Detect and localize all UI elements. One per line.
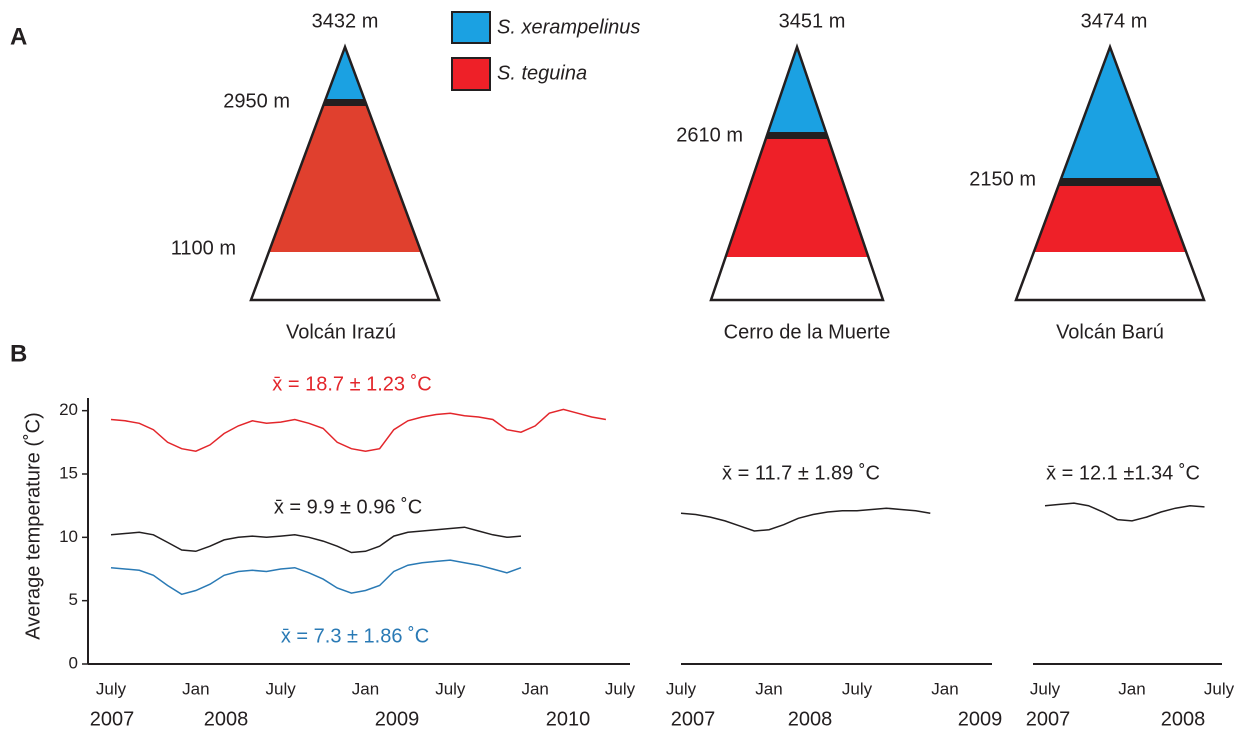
mean-annotation: x̄ = 18.7 ± 1.23 ˚C (272, 373, 431, 395)
x-tick-label: July (266, 679, 297, 698)
mountain-outline (249, 43, 441, 302)
x-tick-label: July (605, 679, 636, 698)
x-tick-label: Jan (931, 679, 958, 698)
elevation-label: 3432 m (312, 10, 379, 32)
x-tick-label: Jan (182, 679, 209, 698)
mountain-name: Volcán Barú (1056, 321, 1164, 343)
temperature-line (110, 408, 607, 452)
y-tick-label: 5 (69, 590, 78, 609)
legend-swatch (451, 57, 491, 91)
mountain-name: Cerro de la Muerte (724, 321, 891, 343)
x-tick-label: Jan (1118, 679, 1145, 698)
panel-label: A (10, 23, 27, 50)
temperature-line (110, 526, 522, 554)
y-axis-label: Average temperature (˚C) (22, 412, 44, 640)
year-label: 2007 (90, 708, 135, 730)
panel-label: B (10, 340, 27, 367)
year-label: 2008 (1161, 708, 1206, 730)
x-tick-label: July (1204, 679, 1235, 698)
temperature-line (680, 507, 931, 532)
x-tick-label: July (1030, 679, 1061, 698)
elevation-label: 3474 m (1081, 10, 1148, 32)
temperature-line (110, 559, 522, 596)
year-label: 2007 (1026, 708, 1071, 730)
year-label: 2010 (546, 708, 591, 730)
year-label: 2008 (204, 708, 249, 730)
y-tick-label: 15 (59, 463, 78, 482)
x-tick-label: July (842, 679, 873, 698)
mountain (251, 47, 439, 252)
y-tick-label: 20 (59, 400, 78, 419)
temperature-line (1044, 502, 1205, 522)
mean-annotation: x̄ = 12.1 ±1.34 ˚C (1046, 462, 1200, 484)
x-tick-label: Jan (755, 679, 782, 698)
x-tick-label: July (666, 679, 697, 698)
x-tick-label: Jan (352, 679, 379, 698)
year-label: 2009 (375, 708, 420, 730)
elevation-label: 3451 m (779, 10, 846, 32)
mean-annotation: x̄ = 7.3 ± 1.86 ˚C (281, 625, 429, 647)
x-tick-label: July (435, 679, 466, 698)
mountain-outline (709, 43, 885, 302)
mean-annotation: x̄ = 11.7 ± 1.89 ˚C (722, 462, 880, 484)
y-tick-label: 10 (59, 527, 78, 546)
year-label: 2007 (671, 708, 716, 730)
year-label: 2008 (788, 708, 833, 730)
year-label: 2009 (958, 708, 1003, 730)
legend-label: S. teguina (497, 62, 587, 84)
elevation-label: 2150 m (969, 168, 1036, 190)
y-tick-label: 0 (69, 653, 78, 672)
mean-annotation: x̄ = 9.9 ± 0.96 ˚C (274, 496, 422, 518)
x-tick-label: July (96, 679, 127, 698)
elevation-label: 1100 m (171, 237, 236, 259)
elevation-label: 2610 m (676, 124, 743, 146)
mountain-outline (1014, 43, 1206, 302)
mountain-name: Volcán Irazú (286, 321, 396, 343)
legend-label: S. xerampelinus (497, 16, 640, 38)
legend-swatch (451, 11, 491, 44)
elevation-label: 2950 m (223, 90, 290, 112)
x-tick-label: Jan (521, 679, 548, 698)
mountain (711, 47, 883, 257)
mountain (1016, 47, 1204, 252)
